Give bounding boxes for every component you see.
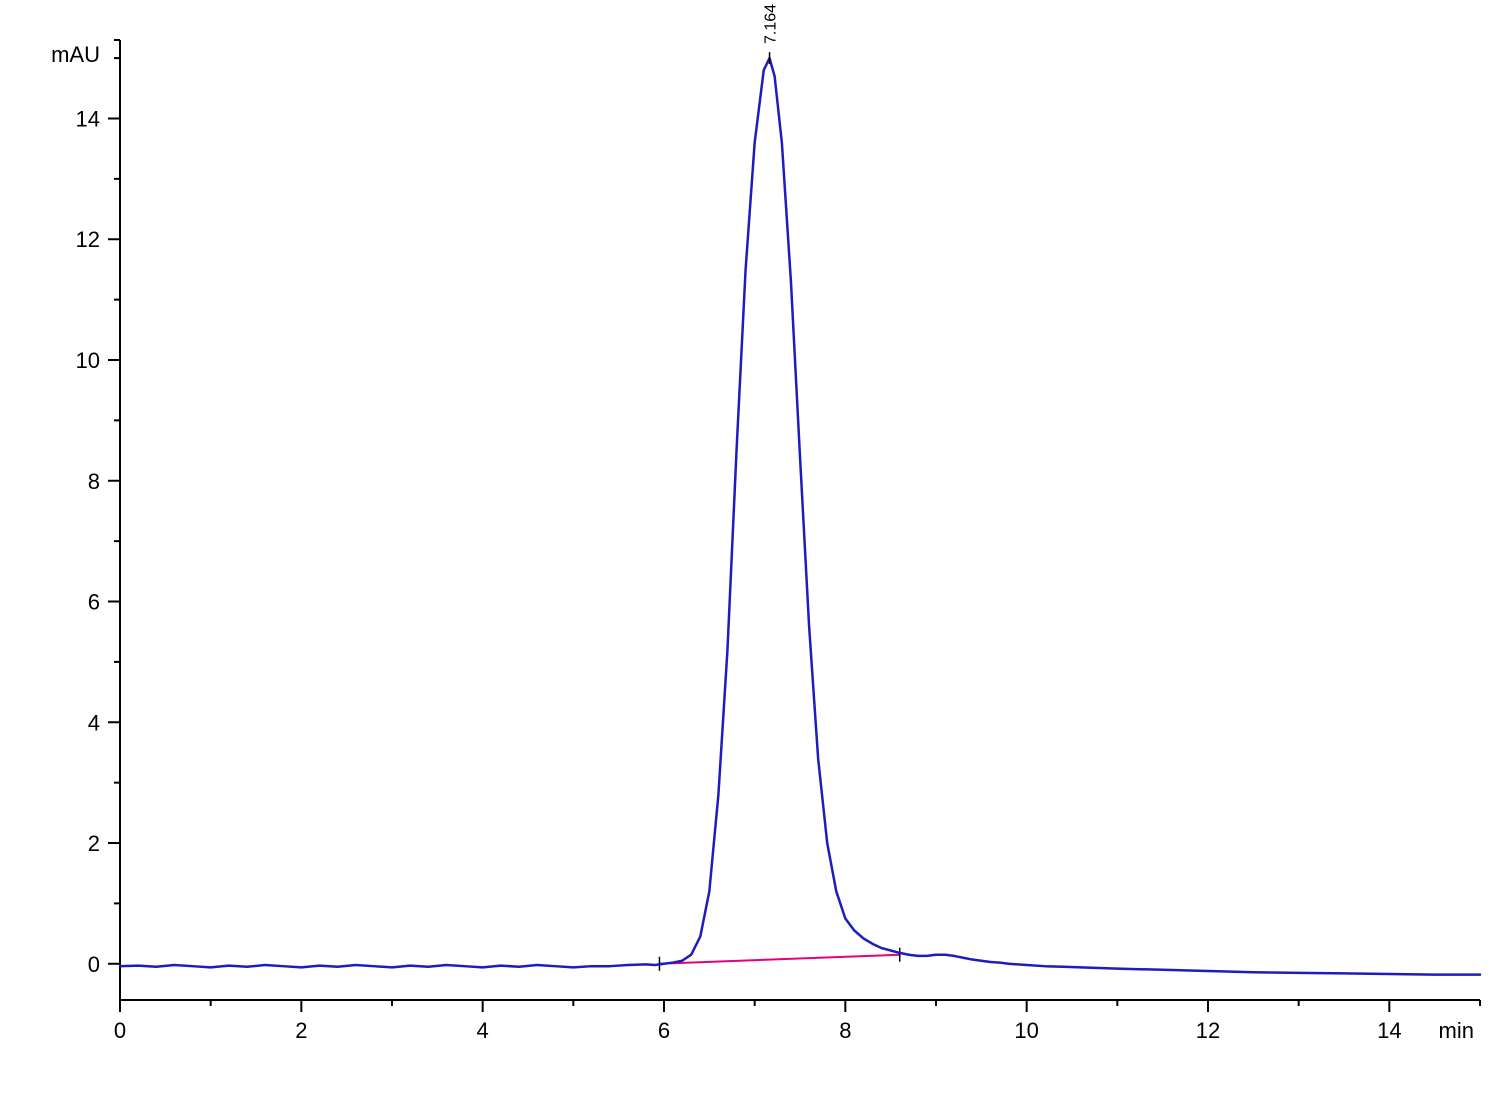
x-tick-label: 12 xyxy=(1196,1018,1220,1043)
y-tick-label: 12 xyxy=(76,227,100,252)
chromatogram-svg: 0 2 4 6 8 10 12 14 min 0 2 4 6 8 10 12 14 mAU 7.164 xyxy=(0,0,1500,1100)
x-tick-label: 10 xyxy=(1014,1018,1038,1043)
x-tick-label: 2 xyxy=(295,1018,307,1043)
y-tick-label: 8 xyxy=(88,469,100,494)
y-tick-label: 2 xyxy=(88,831,100,856)
x-tick-label: 6 xyxy=(658,1018,670,1043)
x-tick-label: 14 xyxy=(1377,1018,1401,1043)
chart-background xyxy=(0,0,1500,1100)
y-axis-label: mAU xyxy=(51,42,100,67)
chromatogram-chart: 0 2 4 6 8 10 12 14 min 0 2 4 6 8 10 12 14 mAU 7.164 xyxy=(0,0,1500,1100)
y-tick-label: 0 xyxy=(88,952,100,977)
x-tick-label: 8 xyxy=(839,1018,851,1043)
peak-retention-label: 7.164 xyxy=(763,4,780,44)
y-tick-label: 4 xyxy=(88,710,100,735)
x-tick-label: 4 xyxy=(477,1018,489,1043)
y-tick-label: 14 xyxy=(76,106,100,131)
x-axis-label: min xyxy=(1439,1018,1474,1043)
y-tick-label: 6 xyxy=(88,590,100,615)
y-tick-label: 10 xyxy=(76,348,100,373)
x-tick-label: 0 xyxy=(114,1018,126,1043)
